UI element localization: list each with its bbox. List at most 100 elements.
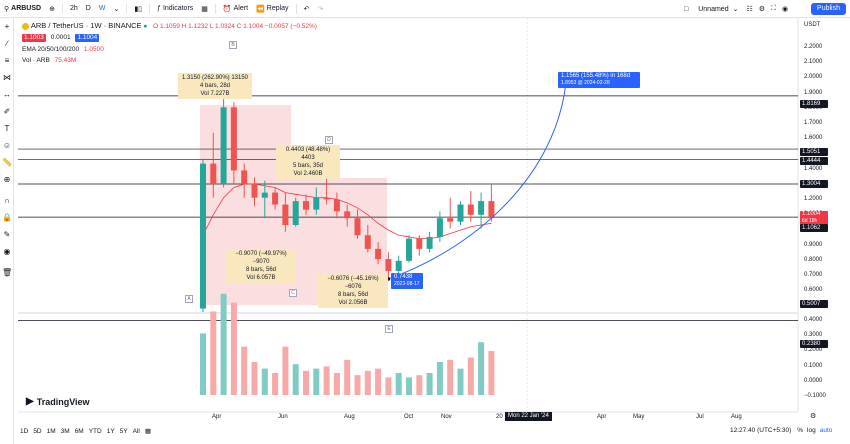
brush-icon[interactable]: ✐	[3, 107, 11, 116]
volume-bar	[436, 362, 443, 395]
chevron-down-icon: ⌄	[113, 5, 120, 13]
volume-bar	[230, 302, 237, 395]
volume-bar	[282, 346, 289, 395]
volume-bar	[385, 377, 392, 395]
zoom-icon[interactable]: ⊕	[3, 175, 11, 184]
axis-settings-icon[interactable]: ⚙	[810, 413, 817, 420]
interval-d[interactable]: D	[85, 5, 91, 12]
clock[interactable]: 12:27:40 (UTC+5:30)	[730, 427, 792, 434]
symbol-search[interactable]: ⚲ ARBUSD	[0, 0, 45, 18]
pattern-icon[interactable]: ⋈	[3, 73, 11, 82]
volume-bar	[292, 364, 299, 395]
price-tick: 1.4000	[804, 165, 823, 172]
fullscreen-icon[interactable]: ⛶	[771, 5, 776, 12]
price-tick: 1.7000	[804, 120, 823, 126]
range-all[interactable]: All	[132, 427, 140, 435]
indicators-button[interactable]: ƒ Indicators	[153, 0, 197, 18]
chevron-down-icon[interactable]: ⌄	[732, 6, 739, 13]
current-price-tag: 1.1004 6d 18h	[800, 211, 828, 225]
undo-button[interactable]: ↶	[300, 0, 314, 18]
target-label[interactable]: 1.1565 (155.48%) in 168d 1.8953 @ 2024-0…	[558, 72, 640, 88]
price-tick: 0.7000	[804, 272, 823, 278]
measure-note-1[interactable]: 1.3150 (262.90%) 13150 4 bars, 28d Vol 7…	[178, 73, 252, 99]
time-label: Oct	[404, 414, 414, 420]
sell-price[interactable]: 1.1003	[22, 34, 46, 42]
range-5d[interactable]: 5D	[33, 427, 42, 435]
price-tick: 1.2000	[804, 196, 823, 202]
marker-a[interactable]: A	[185, 295, 193, 303]
low-label[interactable]: 0.7438 2023-08-17	[391, 273, 423, 289]
fib-icon[interactable]: ≡	[4, 56, 10, 65]
target-line: 1.1565 (155.48%) in 168d	[561, 73, 631, 79]
emoji-icon[interactable]: ☺	[2, 141, 12, 150]
publish-button[interactable]: Publish	[811, 3, 846, 15]
volume-bar	[395, 373, 402, 395]
candle-body	[395, 260, 402, 272]
layout-name[interactable]: Unnamed	[698, 5, 729, 13]
range-1m[interactable]: 1M	[46, 427, 56, 435]
crosshair-icon[interactable]: +	[4, 22, 10, 31]
candle-body	[313, 197, 320, 210]
search-icon: ⚲	[4, 5, 10, 13]
templates-button[interactable]: ▦	[197, 0, 212, 18]
legend-title-row: ARB / TetherUS · 1W · BINANCE ● O 1.1059…	[22, 21, 317, 30]
percent-toggle[interactable]: %	[797, 427, 804, 434]
tradingview-logo[interactable]: ▶ TradingView	[26, 396, 90, 407]
settings-icon[interactable]: ⚙	[758, 6, 766, 13]
interval-w[interactable]: W	[98, 5, 106, 12]
add-symbol-button[interactable]: ⊕	[45, 0, 59, 18]
ruler-icon[interactable]: 📏	[2, 158, 12, 167]
divider	[149, 3, 151, 14]
interval-dropdown[interactable]: ⌄	[109, 0, 123, 18]
replay-button[interactable]: ⏪ Replay	[252, 0, 293, 18]
alert-button[interactable]: ⏰ Alert	[219, 0, 252, 18]
marker-d[interactable]: D	[325, 136, 333, 144]
measure-note-2[interactable]: 0.4403 (48.48%) 4403 5 bars, 35d Vol 2.4…	[276, 145, 340, 179]
top-right-controls: □ Unnamed ⌄ ☷ ⚙ ⛶ ◉	[684, 0, 788, 18]
price-tick: 0.6000	[804, 287, 823, 294]
range-ytd[interactable]: YTD	[88, 427, 102, 435]
interval-2h[interactable]: 2h	[69, 5, 78, 12]
auto-toggle[interactable]: auto	[819, 427, 833, 434]
note-line: 5 bars, 35d	[292, 163, 324, 169]
trash-icon[interactable]: 🗑	[2, 268, 13, 277]
pencil-icon[interactable]: ✎	[3, 230, 11, 239]
eye-icon[interactable]: ◉	[3, 247, 11, 256]
indicators-label: Indicators	[162, 5, 194, 12]
projection-icon[interactable]: ↔	[3, 90, 11, 99]
measure-note-3[interactable]: −0.9070 (−49.97%) −9070 8 bars, 56d Vol …	[226, 249, 296, 283]
divider	[214, 3, 216, 14]
range-1y[interactable]: 1Y	[106, 427, 115, 435]
magnet-icon[interactable]: ∩	[4, 196, 10, 205]
text-icon[interactable]: T	[4, 124, 10, 133]
buy-price[interactable]: 1.1004	[75, 34, 100, 42]
measure-note-4[interactable]: −0.6076 (−45.16%) −6076 8 bars, 56d Vol …	[318, 274, 388, 308]
range-3m[interactable]: 3M	[60, 427, 70, 435]
candle-body	[447, 218, 454, 222]
marker-c[interactable]: C	[289, 289, 297, 297]
note-line: −0.9070 (−49.97%) −9070	[235, 251, 287, 265]
object-tree-icon[interactable]: ☷	[746, 6, 753, 13]
currency-label[interactable]: USDT	[804, 22, 821, 28]
lock-icon[interactable]: 🔒	[2, 213, 12, 222]
range-5y[interactable]: 5Y	[119, 427, 128, 435]
layout-icon[interactable]: □	[684, 5, 689, 13]
redo-button[interactable]: ↷	[313, 0, 327, 18]
range-1d[interactable]: 1D	[20, 427, 29, 435]
range-6m[interactable]: 6M	[74, 427, 84, 435]
ema-label: EMA 20/50/100/200	[22, 46, 80, 53]
camera-icon[interactable]: ◉	[781, 6, 789, 13]
trendline-icon[interactable]: ∕	[6, 39, 8, 48]
candle-body	[354, 218, 361, 236]
marker-e[interactable]: E	[385, 325, 393, 333]
calendar-icon[interactable]: ▦	[144, 428, 152, 435]
candle-body	[426, 236, 433, 249]
log-toggle[interactable]: log	[807, 427, 816, 434]
candles-icon: ▮▯	[134, 5, 143, 13]
volume-bar	[210, 311, 217, 395]
candle-body	[200, 163, 206, 309]
chart-type-button[interactable]: ▮▯	[130, 0, 146, 18]
volume-tick: 0.2000	[804, 347, 823, 354]
marker-b[interactable]: B	[229, 41, 237, 49]
